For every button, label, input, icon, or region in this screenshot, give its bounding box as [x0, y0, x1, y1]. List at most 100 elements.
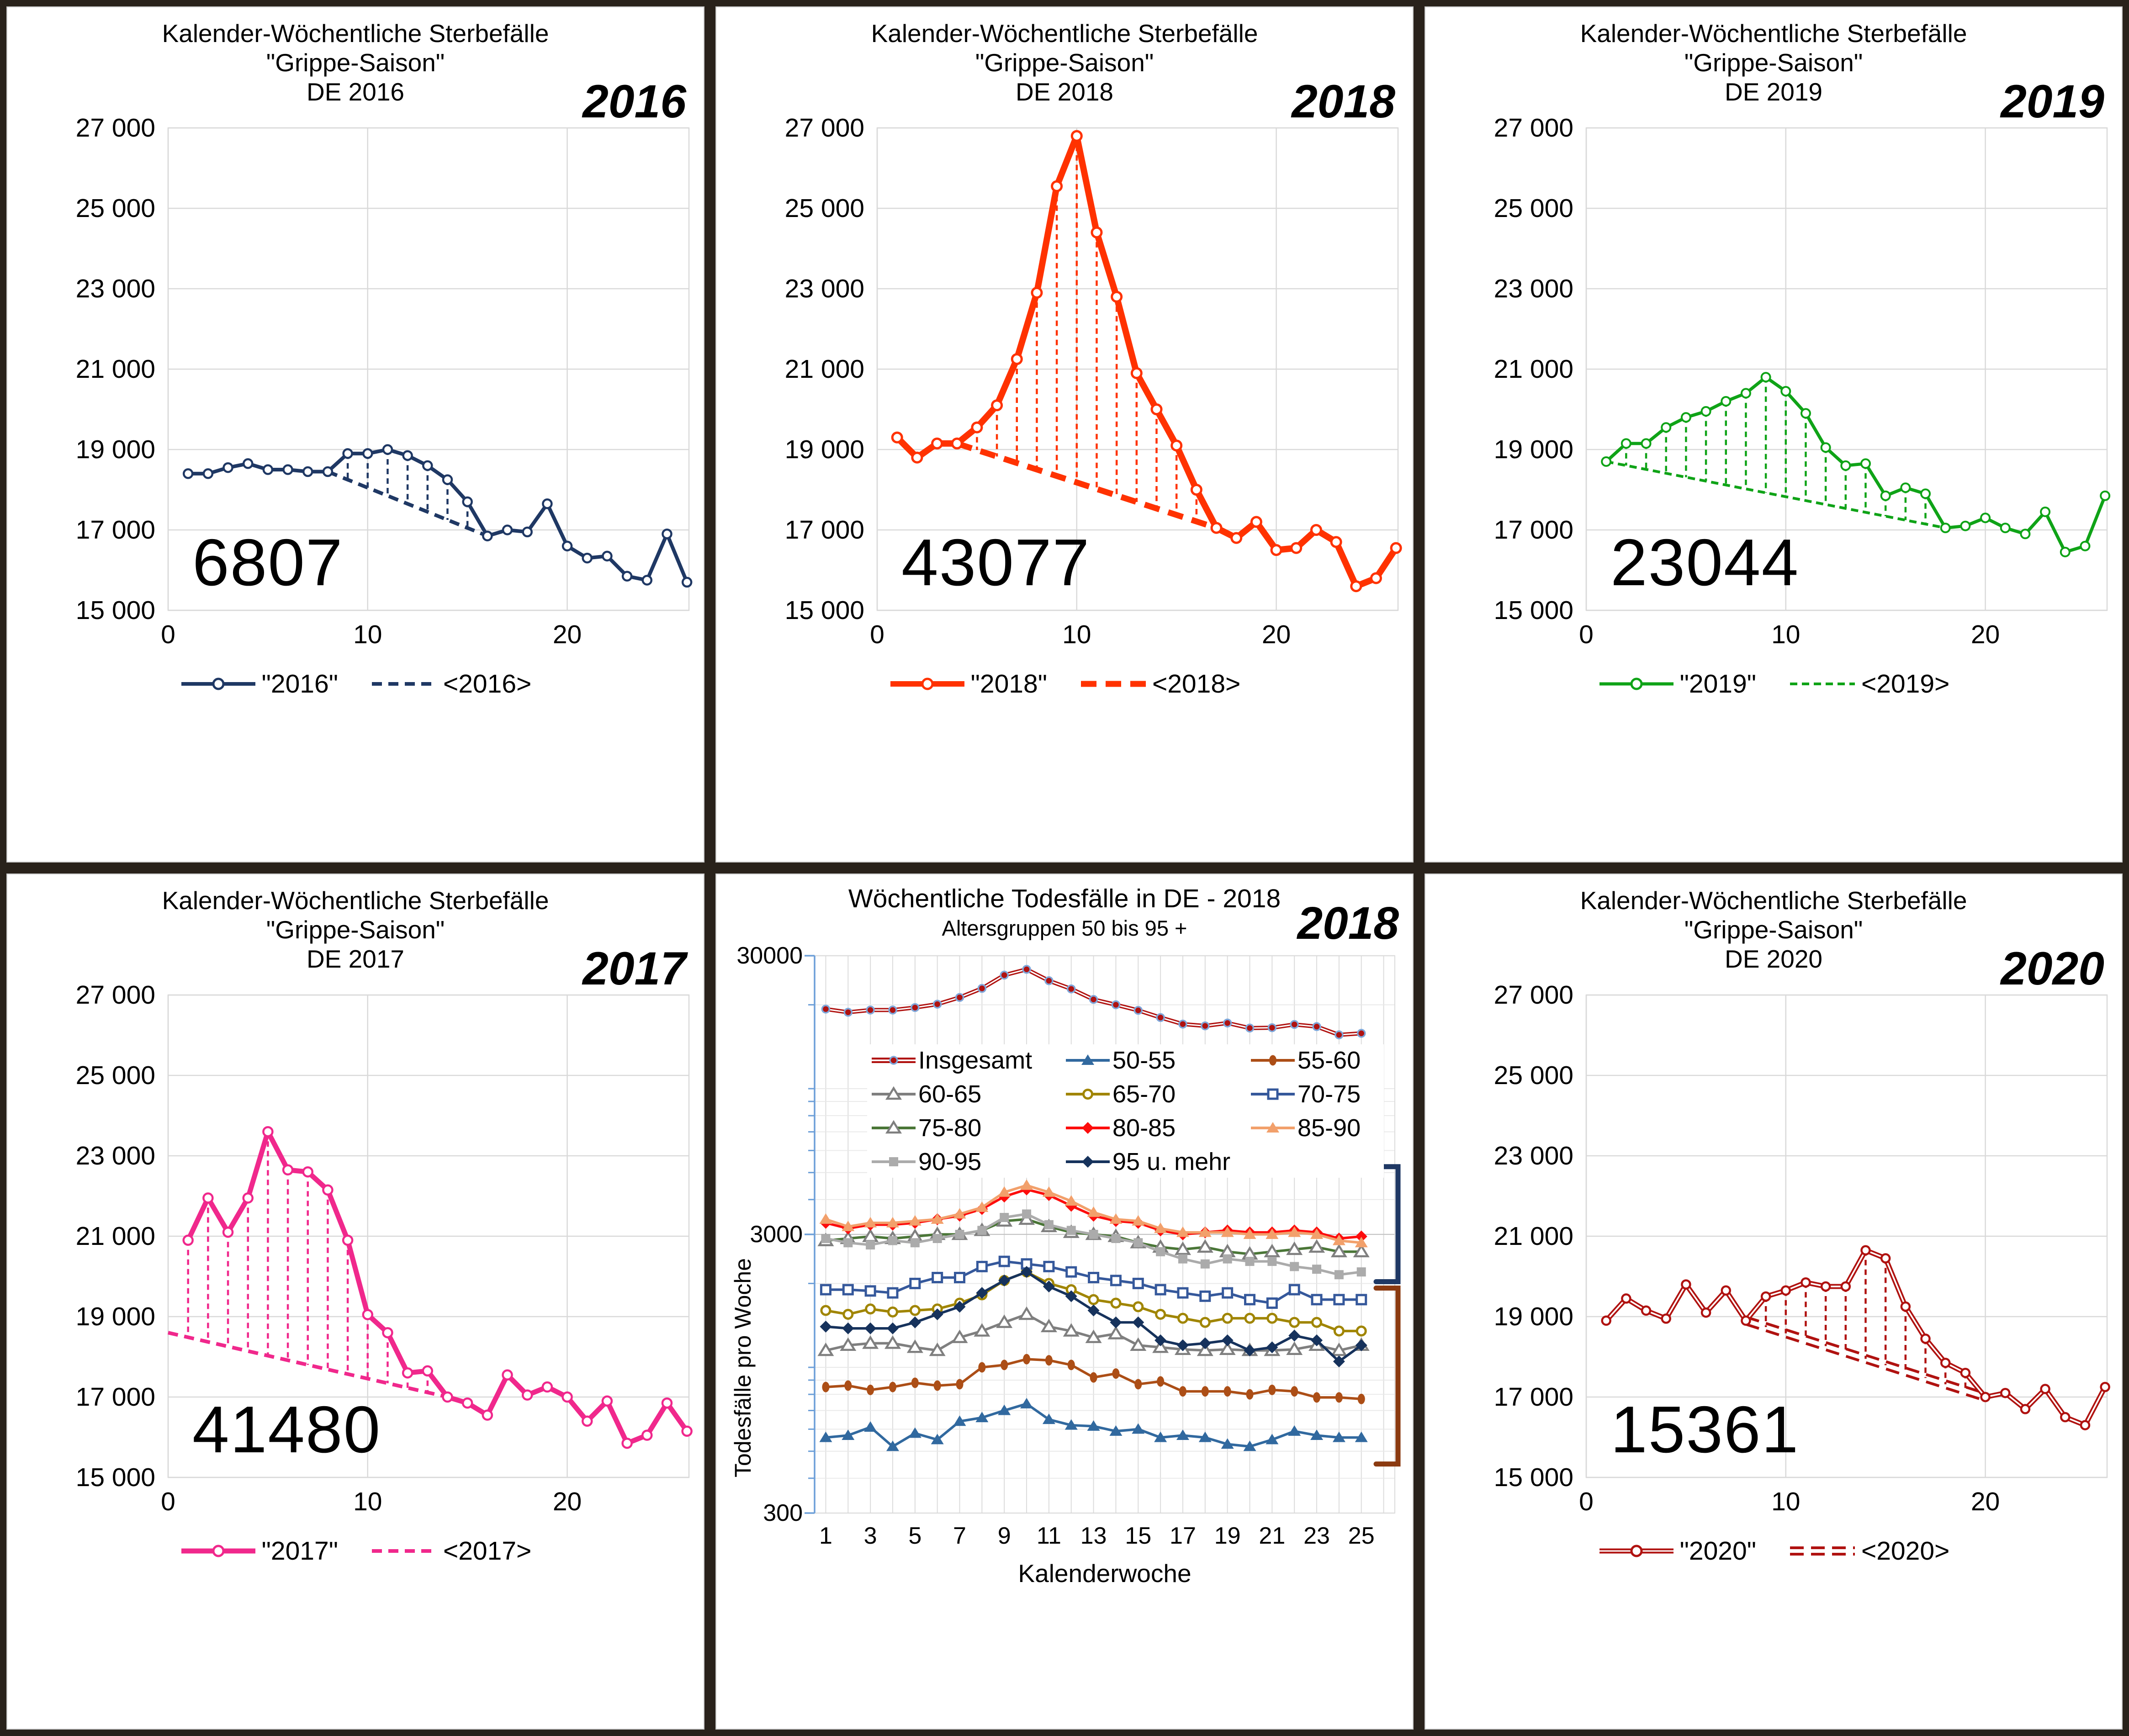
- y-tick-label: 15 000: [75, 1463, 155, 1492]
- x-tick-label: 17: [1170, 1523, 1196, 1549]
- x-tick-label: 21: [1259, 1523, 1286, 1549]
- x-axis-ticks: 0 10 20: [1425, 619, 2122, 656]
- legend-item: 80-85: [1065, 1114, 1250, 1142]
- legend-item: <2016>: [370, 669, 531, 699]
- legend-item: "2019": [1598, 669, 1756, 699]
- x-tick-label: 19: [1214, 1523, 1241, 1549]
- y-tick-label: 27 000: [75, 113, 155, 143]
- legend-swatch: [1066, 1122, 1110, 1134]
- legend-line-swatch: [1599, 677, 1674, 690]
- y-tick-label: 21 000: [1493, 355, 1573, 384]
- y-tick-label: 27 000: [1493, 113, 1573, 143]
- line-chart: [876, 127, 1402, 611]
- chart-panel-2018: Kalender-Wöchentliche Sterbefälle "Gripp…: [715, 6, 1414, 863]
- y-tick-label: 17 000: [1493, 1382, 1573, 1412]
- x-tick-label: 25: [1348, 1523, 1375, 1549]
- y-tick-label: 25 000: [1493, 194, 1573, 223]
- title-line: Kalender-Wöchentliche Sterbefälle: [162, 886, 549, 915]
- x-axis-ticks: 1 3 5 7 9 11 13 15 17 19 21 23 25: [716, 1522, 1413, 1554]
- excess-deaths-number: 6807: [192, 525, 344, 599]
- y-tick-label: 23 000: [75, 1141, 155, 1170]
- x-tick-label: 0: [161, 1487, 175, 1516]
- legend-item: <2019>: [1788, 669, 1949, 699]
- panel-title: Kalender-Wöchentliche Sterbefälle "Gripp…: [7, 886, 704, 974]
- legend-item: <2020>: [1788, 1536, 1949, 1566]
- x-tick-label: 7: [953, 1523, 966, 1549]
- title-line: Kalender-Wöchentliche Sterbefälle: [162, 19, 549, 48]
- y-tick-label: 30000: [736, 942, 803, 969]
- y-tick-label: 17 000: [75, 1382, 155, 1412]
- legend-label: 85-90: [1298, 1114, 1361, 1142]
- x-axis-ticks: 0 10 20: [7, 619, 704, 656]
- corner-year-label: 2018: [1292, 75, 1395, 127]
- y-axis-ticks: 27 000 25 000 23 000 21 000 19 000 17 000 15 0…: [1425, 874, 1580, 1729]
- title-line: Kalender-Wöchentliche Sterbefälle: [1580, 886, 1967, 915]
- y-tick-label: 25 000: [784, 194, 864, 223]
- line-chart: [167, 127, 693, 611]
- corner-year-label: 2018: [1297, 898, 1399, 949]
- legend-item: 70-75: [1250, 1080, 1380, 1108]
- legend-swatch: [872, 1157, 916, 1166]
- chart-panel-2020: Kalender-Wöchentliche Sterbefälle "Gripp…: [1425, 873, 2123, 1730]
- legend-dash-swatch: [1790, 683, 1855, 685]
- x-tick-label: 0: [161, 620, 175, 649]
- y-tick-label: 19 000: [784, 435, 864, 464]
- legend-line-swatch: [890, 677, 964, 690]
- legend-dash-swatch: [371, 1549, 437, 1553]
- y-tick-label: 17 000: [75, 515, 155, 545]
- legend-item: Insgesamt: [871, 1046, 1065, 1074]
- chart-legend: Insgesamt 50-55 55-60 60-65 65-70 70-75 75-80 8…: [867, 1044, 1384, 1178]
- legend-swatch: [1066, 1054, 1110, 1065]
- x-tick-label: 23: [1303, 1523, 1330, 1549]
- legend-label: "2020": [1679, 1536, 1756, 1566]
- legend-label: 80-85: [1112, 1114, 1176, 1142]
- legend-item: "2020": [1598, 1536, 1756, 1566]
- chart-legend: "2017" <2017>: [7, 1536, 704, 1566]
- y-tick-label: 27 000: [75, 980, 155, 1010]
- excess-deaths-number: 23044: [1610, 525, 1800, 599]
- legend-label: 90-95: [918, 1148, 982, 1175]
- legend-label: "2017": [261, 1536, 338, 1566]
- y-axis-ticks: 27 000 25 000 23 000 21 000 19 000 17 000 15 0…: [716, 7, 871, 862]
- y-tick-label: 17 000: [784, 515, 864, 545]
- legend-line-swatch: [181, 1545, 255, 1557]
- legend-swatch: [1251, 1055, 1295, 1066]
- x-axis-ticks: 0 10 20: [7, 1487, 704, 1523]
- y-tick-label: 17 000: [1493, 515, 1573, 545]
- legend-label: "2018": [970, 669, 1047, 699]
- legend-dash-swatch: [1790, 1546, 1855, 1556]
- title-line: "Grippe-Saison": [975, 48, 1154, 77]
- legend-item: 75-80: [871, 1114, 1065, 1142]
- y-tick-label: 15 000: [1493, 596, 1573, 625]
- excess-deaths-number: 43077: [901, 525, 1091, 599]
- panel-title: Kalender-Wöchentliche Sterbefälle "Gripp…: [7, 19, 704, 106]
- legend-item: 65-70: [1065, 1080, 1250, 1108]
- x-axis-title: Kalenderwoche: [1018, 1559, 1192, 1588]
- x-tick-label: 10: [353, 1487, 382, 1516]
- x-tick-label: 20: [552, 1487, 582, 1516]
- x-tick-label: 10: [1062, 620, 1091, 649]
- y-tick-label: 25 000: [75, 194, 155, 223]
- legend-swatch: [1251, 1122, 1295, 1133]
- x-tick-label: 0: [1579, 1487, 1594, 1516]
- panel-title: Kalender-Wöchentliche Sterbefälle "Gripp…: [1425, 19, 2122, 106]
- legend-item: 90-95: [871, 1148, 1065, 1176]
- x-tick-label: 10: [353, 620, 382, 649]
- legend-line-swatch: [181, 677, 255, 690]
- y-tick-label: 15 000: [75, 596, 155, 625]
- y-tick-label: 21 000: [75, 1222, 155, 1251]
- chart-legend: "2020" <2020>: [1425, 1536, 2122, 1566]
- legend-label: <2020>: [1861, 1536, 1950, 1566]
- title-line: "Grippe-Saison": [266, 48, 445, 77]
- corner-year-label: 2017: [583, 942, 686, 995]
- chart-panel-2016: Kalender-Wöchentliche Sterbefälle "Gripp…: [6, 6, 704, 863]
- legend-item: "2016": [180, 669, 338, 699]
- y-tick-label: 23 000: [784, 274, 864, 303]
- legend-item: "2018": [889, 669, 1047, 699]
- legend-label: <2016>: [443, 669, 532, 699]
- title-line: "Grippe-Saison": [1684, 915, 1863, 944]
- legend-label: 65-70: [1112, 1080, 1176, 1108]
- legend-swatch: [872, 1120, 916, 1134]
- y-tick-label: 23 000: [1493, 1141, 1573, 1170]
- legend-item: 85-90: [1250, 1114, 1380, 1142]
